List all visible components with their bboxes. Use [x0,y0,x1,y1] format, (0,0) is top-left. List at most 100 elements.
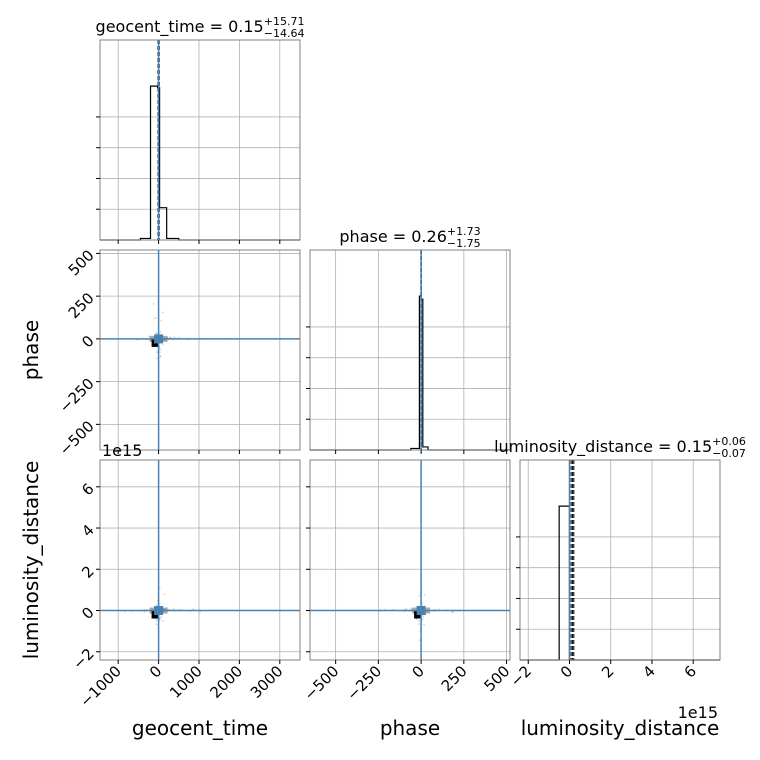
ylabel-luminosity-distance: luminosity_distance [19,461,43,660]
panel-2-1-sample-point [451,611,454,613]
panel-2-2-title-minus: −0.07 [712,447,746,460]
panel-2-2-title-main: luminosity_distance = 0.15 [494,437,712,457]
panel-1-0-sample-point [169,336,172,339]
panel-2-1-sample-point [410,607,413,610]
panel-2-0-sample-point [143,610,146,613]
panel-2-0-ytick-label-2: 2 [78,562,97,581]
panel-2-1-sample-point [405,608,408,610]
offset-text-x: 1e15 [678,703,718,722]
panel-2-0-sample-point [192,608,195,610]
panel-1-1-title: phase = 0.26+1.73 [339,225,480,246]
panel-1-0-sample-point [172,336,175,338]
panel-2-0-sample-point [162,620,164,622]
panel-2-2-histogram [520,505,720,661]
panel-2-1-xtick-label-1: −250 [343,662,385,704]
panel-2-0-xtick-label-2: 1000 [166,662,206,702]
panel-1-0-ytick-label-2: 0 [78,332,97,351]
panel-2-2-title: luminosity_distance = 0.15+0.06 [494,435,746,457]
panel-2-1-sample-point [418,594,421,597]
panel-2-2-xtick-label-1: 0 [557,662,576,681]
panel-1-1-frame [309,249,511,451]
panel-2-0-xtick-label-4: 3000 [247,662,287,702]
panel-1-0-frame [99,249,301,451]
panel-2-0-frame [99,459,301,661]
panel-1-0-ytick-label-0: −500 [56,417,98,459]
panel-0-0-title: geocent_time = 0.15+15.71 [96,15,305,37]
panel-1-0-sample-point [178,336,181,339]
panel-1-1-title-minus: −1.75 [447,237,481,250]
panel-2-2-xtick-label-2: 2 [598,662,617,681]
frames-layer [96,39,721,664]
panel-1-0-sample-point [152,303,155,305]
panel-2-0-ytick-label-3: 4 [78,521,97,540]
panel-2-1-xtick-label-2: 0 [408,662,427,681]
panel-1-1-histogram [310,295,510,451]
panel-2-2-xtick-label-0: −2 [507,662,535,690]
panel-0-0-frame [99,39,301,241]
panel-1-0-truth-marker [154,334,164,344]
panel-2-0-ytick-label-1: 0 [78,603,97,622]
offset-text-y: 1e15 [102,441,142,460]
panel-2-1-sample-point [423,594,426,596]
panel-2-0-ytick-label-0: −2 [69,645,97,673]
panel-2-0-sample-point [159,617,162,620]
panel-2-1-sample-point [415,618,418,621]
panel-1-0-sample-point [155,332,157,335]
panel-2-2-title-plus: +0.06 [712,435,746,448]
panel-1-0-sample-point [160,319,163,322]
panel-1-0-ytick-label-4: 500 [65,246,98,279]
panel-1-0-sample-point [161,311,164,314]
panel-2-0-xtick-label-1: 0 [146,662,165,681]
panel-2-0-ytick-label-4: 6 [78,480,97,499]
panel-2-0-xtick-label-3: 2000 [206,662,246,702]
xlabel-luminosity-distance: luminosity_distance [521,716,720,740]
panel-1-0-sample-point [159,351,161,354]
panel-2-1-sample-point [422,617,425,620]
panel-1-1-title-plus: +1.73 [447,225,481,238]
panel-2-1-frame [309,459,511,661]
panel-2-1-xtick-label-3: 250 [438,662,471,695]
panel-2-0-truth-marker [154,606,164,616]
panel-1-0-sample-point [155,357,158,360]
panel-1-0-sample-point [159,356,162,358]
panel-2-0-sample-point [155,604,158,607]
panel-2-1-sample-point [422,615,424,618]
panel-2-0-sample-point [123,610,126,613]
panel-2-1-sample-point [418,623,420,625]
panel-2-0-sample-point [173,607,175,610]
panel-2-1-sample-point [451,611,454,614]
panel-0-0-title-plus: +15.71 [264,15,305,28]
panel-1-0-sample-point [159,348,162,351]
panel-1-0-sample-point [156,351,159,354]
grid-layer [100,40,720,660]
panel-2-1-sample-point [423,624,425,626]
panel-1-0-sample-point [161,343,164,346]
panel-1-0-sample-point [159,330,162,333]
panel-0-0-title-minus: −14.64 [264,27,305,40]
panel-1-0-ytick-label-1: −250 [56,375,98,417]
panel-2-1-sample-point [418,620,421,622]
panel-2-1-truth-marker [416,606,426,616]
panel-2-0-sample-point [155,623,158,626]
panel-2-1-sample-point [418,639,421,642]
panel-2-2-xtick-label-3: 4 [639,662,658,681]
panel-1-0-ytick-label-3: 250 [65,289,98,322]
panel-2-2-frame [519,459,721,661]
panel-1-0-sample-point [155,332,158,335]
panel-0-0-title-main: geocent_time = 0.15 [96,17,264,37]
panel-2-1-sample-point [438,608,440,611]
panel-2-0-sample-point [160,615,163,618]
panel-2-1-xtick-label-0: −500 [301,662,343,704]
panel-2-0-sample-point [155,619,158,622]
panel-1-1-title-main: phase = 0.26 [339,227,446,246]
panel-1-0-sample-point [169,336,172,339]
panel-2-2-xtick-label-4: 6 [681,662,700,681]
panel-2-0-sample-point [163,593,166,596]
data-layer [100,40,720,661]
ylabel-phase: phase [19,320,43,380]
xlabel-geocent-time: geocent_time [132,716,268,740]
panel-0-0-histogram [100,85,300,241]
xlabel-phase: phase [380,716,440,740]
text-layer: geocent_time = 0.15+15.71−14.64−500−2500… [19,15,746,740]
